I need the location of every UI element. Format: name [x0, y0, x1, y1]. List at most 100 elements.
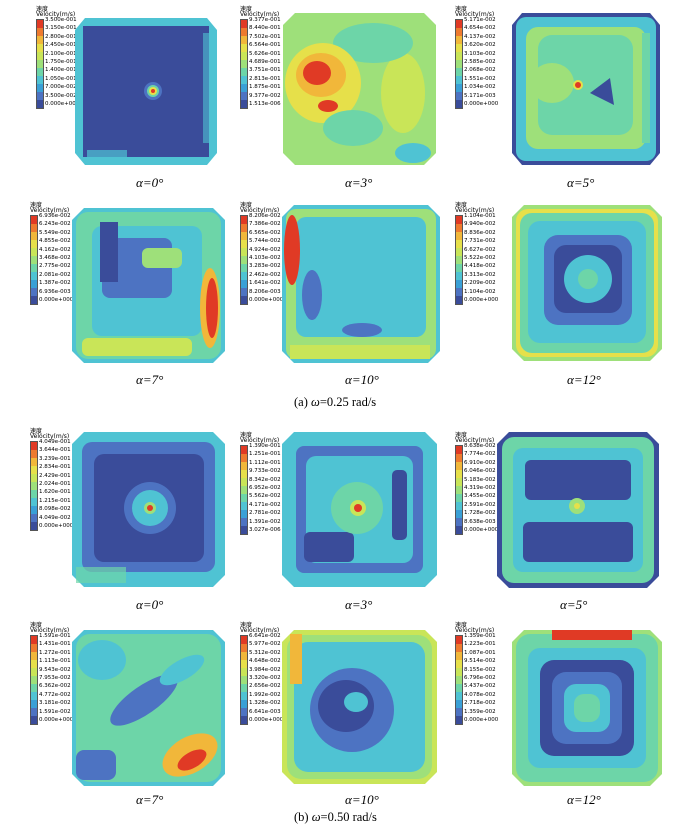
- colorbar-tick-label: 8.342e-002: [249, 476, 281, 483]
- colorbar-band: [456, 28, 462, 36]
- colorbar-tick-label: 1.112e-001: [249, 459, 281, 466]
- contour-plot: [72, 630, 225, 786]
- colorbar-tick-label: 1.087e-001: [464, 649, 496, 656]
- colorbar-band: [31, 636, 37, 644]
- colorbar-band: [37, 52, 43, 60]
- angle-label: α=5°: [567, 175, 595, 190]
- colorbar-tick-label: 3.500e-002: [45, 92, 77, 99]
- colorbar-tick-label: 2.591e-002: [464, 501, 496, 508]
- colorbar-tick-label: 1.390e-001: [249, 443, 281, 449]
- colorbar-band: [241, 494, 247, 502]
- colorbar-tick-label: 5.437e-002: [464, 683, 496, 690]
- colorbar-tick-label: 4.078e-002: [464, 691, 496, 698]
- contour-plot: [512, 13, 660, 165]
- colorbar-tick-label: 6.627e-002: [464, 246, 496, 253]
- colorbar-band: [241, 216, 247, 224]
- colorbar-band: [37, 28, 43, 36]
- colorbar-tick-label: 3.644e-001: [39, 447, 71, 454]
- colorbar-tick-label: 4.924e-002: [249, 246, 281, 253]
- legend-title-cn: 速度: [30, 622, 43, 629]
- legend-title-en: Velocity(m/s): [30, 207, 70, 214]
- colorbar-band: [31, 450, 37, 458]
- colorbar-band: [241, 660, 247, 668]
- colorbar-tick-label: 4.049e-002: [39, 514, 71, 521]
- colorbar-tick-label: 1.113e-001: [39, 658, 71, 665]
- angle-label: α=10°: [345, 792, 379, 807]
- contour-plot: [512, 205, 662, 361]
- colorbar-band: [241, 708, 247, 716]
- colorbar-tick-label: 5.744e-002: [249, 238, 281, 245]
- colorbar-tick-label: 1.391e-002: [249, 518, 281, 525]
- colorbar-tick-label: 6.641e-003: [249, 708, 281, 715]
- colorbar-band: [37, 44, 43, 52]
- contour-plot: [282, 630, 437, 784]
- colorbar-tick-label: 3.103e-002: [464, 50, 496, 57]
- colorbar-tick-label: 2.462e-002: [249, 271, 281, 278]
- colorbar-tick-label: 1.750e-001: [45, 59, 77, 65]
- colorbar-tick-label: 3.181e-002: [39, 700, 71, 707]
- angle-label: α=12°: [567, 372, 601, 387]
- colorbar-tick-label: 3.468e-002: [39, 255, 71, 261]
- colorbar-band: [456, 76, 462, 84]
- caption-prefix: (b): [294, 810, 312, 824]
- colorbar-tick-label: 6.936e-002: [39, 213, 71, 219]
- colorbar-tick-label: 5.626e-001: [249, 50, 281, 57]
- colorbar-band: [31, 652, 37, 660]
- legend-title-en: Velocity(m/s): [455, 11, 495, 18]
- contour-plot: [282, 432, 437, 587]
- colorbar-tick-label: 4.772e-002: [39, 691, 71, 698]
- angle-label: α=0°: [136, 175, 164, 190]
- angle-label: α=0°: [136, 597, 164, 612]
- colorbar-band: [456, 644, 462, 652]
- legend-title-cn: 速度: [30, 428, 43, 435]
- colorbar-tick-label: 2.209e-002: [464, 280, 496, 287]
- legend-title-cn: 速度: [455, 432, 468, 439]
- colorbar-tick-label: 5.549e-002: [39, 229, 71, 236]
- colorbar-tick-label: 5.312e-002: [249, 649, 281, 656]
- colorbar-band: [456, 684, 462, 692]
- colorbar-band: [31, 474, 37, 482]
- colorbar-band: [241, 44, 247, 52]
- colorbar-tick-label: 6.046e-002: [464, 468, 496, 475]
- contour-plot: [497, 432, 659, 588]
- colorbar-tick-label: 4.137e-002: [464, 33, 496, 40]
- colorbar-tick-label: 7.774e-002: [464, 451, 496, 458]
- colorbar-tick-label: 8.206e-002: [249, 213, 281, 219]
- contour-plot: [512, 630, 662, 786]
- colorbar-tick-label: 8.836e-002: [464, 229, 496, 236]
- colorbar-tick-label: 6.564e-001: [249, 42, 281, 49]
- colorbar-tick-label: 1.591e-001: [39, 633, 71, 639]
- colorbar-band: [456, 44, 462, 52]
- colorbar-band: [241, 700, 247, 708]
- colorbar-tick-label: 6.243e-002: [39, 221, 71, 228]
- colorbar-tick-label: 6.565e-002: [249, 229, 281, 236]
- colorbar-band: [241, 676, 247, 684]
- colorbar-tick-label: 3.455e-002: [464, 493, 496, 500]
- colorbar-band: [456, 240, 462, 248]
- colorbar-band: [241, 76, 247, 84]
- caption-prefix: (a): [294, 395, 311, 409]
- colorbar-band: [31, 700, 37, 708]
- colorbar-tick-label: 1.387e-002: [39, 280, 71, 287]
- colorbar-tick-label: 4.049e-001: [39, 439, 71, 445]
- colorbar: [455, 445, 463, 535]
- colorbar-band: [456, 462, 462, 470]
- colorbar-band: [456, 60, 462, 68]
- legend-title-cn: 速度: [30, 202, 43, 209]
- colorbar-band: [241, 296, 247, 304]
- colorbar: [455, 19, 463, 109]
- colorbar-band: [31, 458, 37, 466]
- colorbar-band: [241, 446, 247, 454]
- colorbar-tick-label: 2.585e-002: [464, 59, 496, 65]
- legend-title-en: Velocity(m/s): [240, 11, 280, 18]
- colorbar-tick-label: 6.910e-002: [464, 459, 496, 466]
- colorbar-band: [456, 264, 462, 272]
- colorbar-band: [31, 498, 37, 506]
- colorbar-band: [241, 502, 247, 510]
- colorbar-band: [456, 248, 462, 256]
- legend-title-cn: 速度: [455, 6, 468, 13]
- colorbar-tick-label: 5.171e-002: [464, 17, 496, 23]
- colorbar-band: [241, 288, 247, 296]
- colorbar-tick-label: 0.000e+000: [39, 523, 74, 529]
- colorbar-band: [241, 652, 247, 660]
